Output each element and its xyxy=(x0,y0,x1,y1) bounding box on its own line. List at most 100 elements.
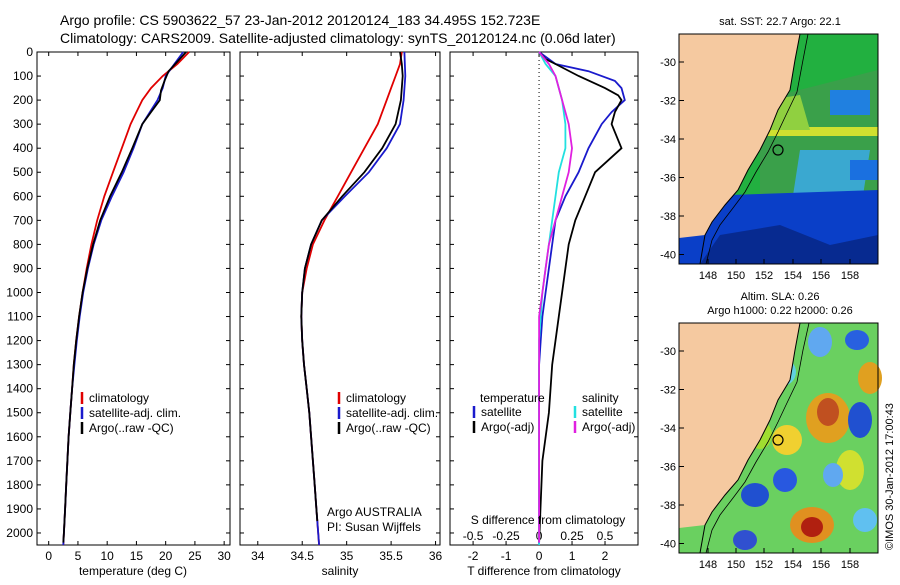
x-tick-label: 0 xyxy=(536,549,543,563)
x-tick-label: 34.5 xyxy=(291,549,315,563)
legend-t-sat: satellite xyxy=(481,405,522,419)
x-tick-label: 30 xyxy=(217,549,231,563)
depth-tick-label: 1100 xyxy=(7,310,33,324)
salinity-legend: climatology satellite-adj. clim. Argo(..… xyxy=(337,391,438,435)
temperature-plot: 0 5 10 15 20 25 30 xyxy=(45,51,231,563)
map-y-tick-label: -38 xyxy=(660,211,676,223)
x-tick-label: 20 xyxy=(159,549,173,563)
s-diff-tick-label: -0.5 xyxy=(463,529,484,543)
x-tick-label: 35.5 xyxy=(379,549,403,563)
sla-map-title-2: Argo h1000: 0.22 h2000: 0.26 xyxy=(707,305,853,317)
map-y-tick-label: -40 xyxy=(660,539,676,551)
x-tick-label: -1 xyxy=(501,549,512,563)
sst-map xyxy=(678,33,879,265)
depth-tick-label: 0 xyxy=(26,45,33,59)
map-y-tick-label: -36 xyxy=(660,462,676,474)
depth-tick-label: 1700 xyxy=(6,454,33,468)
header-line-1: Argo profile: CS 5903622_57 23-Jan-2012 … xyxy=(60,12,540,28)
salinity-panel-frame xyxy=(239,51,441,546)
legend-sat: satellite-adj. clim. xyxy=(89,406,181,420)
x-tick-label: 35 xyxy=(340,549,354,563)
depth-tick-label: 2000 xyxy=(6,526,33,540)
map-y-tick-label: -40 xyxy=(660,250,676,262)
map-x-tick-label: 148 xyxy=(699,559,717,571)
depth-tick-label: 1600 xyxy=(6,430,33,444)
legend-clim: climatology xyxy=(346,391,406,405)
series-line xyxy=(538,51,573,543)
depth-tick-label: 100 xyxy=(13,69,33,83)
depth-axis: 0 100 200 300 400 500 600 700 800 900 1000 1100 1200… xyxy=(6,45,638,540)
t-difference-xlabel: T difference from climatology xyxy=(467,564,621,578)
map-x-tick-label: 158 xyxy=(841,270,859,282)
depth-tick-label: 800 xyxy=(13,237,33,251)
depth-tick-label: 1900 xyxy=(6,502,33,516)
depth-tick-label: 500 xyxy=(13,165,33,179)
depth-tick-label: 300 xyxy=(13,117,33,131)
sst-map-axes: -30 -32 -34 -36 -38 -40 148 150 152 154 156 158 xyxy=(660,57,859,282)
temperature-panel-frame xyxy=(36,51,231,546)
difference-panel-frame xyxy=(449,51,639,546)
map-x-tick-label: 150 xyxy=(727,270,745,282)
annotation-argo-australia: Argo AUSTRALIA xyxy=(327,505,422,519)
sla-map-axes: -30 -32 -34 -36 -38 -40 148 150 152 154 156 158 xyxy=(660,346,859,571)
series-line xyxy=(62,51,187,543)
depth-tick-label: 600 xyxy=(13,189,33,203)
temperature-legend: climatology satellite-adj. clim. Argo(..… xyxy=(80,391,181,435)
depth-tick-label: 700 xyxy=(13,213,33,227)
imos-credit: ©IMOS 30-Jan-2012 17:00:43 xyxy=(884,403,896,550)
map-x-tick-label: 148 xyxy=(699,270,717,282)
x-tick-label: 0 xyxy=(45,549,52,563)
depth-tick-label: 1800 xyxy=(6,478,33,492)
sst-map-title: sat. SST: 22.7 Argo: 22.1 xyxy=(719,16,841,28)
map-y-tick-label: -34 xyxy=(660,134,676,146)
legend-s-argo: Argo(-adj) xyxy=(582,420,635,434)
x-tick-label: 1 xyxy=(569,549,576,563)
legend-argo: Argo(..raw -QC) xyxy=(89,421,174,435)
depth-tick-label: 1500 xyxy=(6,406,33,420)
legend-title-salinity: salinity xyxy=(582,391,619,405)
map-y-tick-label: -36 xyxy=(660,173,676,185)
header-line-2: Climatology: CARS2009. Satellite-adjuste… xyxy=(60,30,616,46)
s-diff-tick-label: -0.25 xyxy=(492,529,520,543)
salinity-xlabel: salinity xyxy=(322,564,359,578)
depth-tick-label: 1400 xyxy=(6,382,33,396)
map-x-tick-label: 156 xyxy=(812,559,830,571)
s-diff-tick-label: 0.25 xyxy=(560,529,584,543)
x-tick-label: 34 xyxy=(251,549,265,563)
legend-t-argo: Argo(-adj) xyxy=(481,420,534,434)
map-x-tick-label: 158 xyxy=(841,559,859,571)
x-tick-label: 15 xyxy=(130,549,144,563)
depth-tick-label: 400 xyxy=(13,141,33,155)
depth-tick-label: 1300 xyxy=(6,358,33,372)
legend-s-sat: satellite xyxy=(582,405,623,419)
map-x-tick-label: 154 xyxy=(784,559,802,571)
map-x-tick-label: 152 xyxy=(755,559,773,571)
legend-sat: satellite-adj. clim. xyxy=(346,406,438,420)
depth-tick-label: 1000 xyxy=(6,285,33,299)
x-tick-label: 36 xyxy=(429,549,443,563)
map-y-tick-label: -30 xyxy=(660,57,676,69)
map-x-tick-label: 150 xyxy=(727,559,745,571)
argo-location-marker xyxy=(772,434,784,446)
x-tick-label: 25 xyxy=(188,549,202,563)
x-tick-label: -2 xyxy=(468,549,479,563)
salinity-plot: 34 34.5 35 35.5 36 xyxy=(251,51,443,563)
legend-argo: Argo(..raw -QC) xyxy=(346,421,431,435)
map-x-tick-label: 156 xyxy=(812,270,830,282)
depth-tick-label: 200 xyxy=(13,93,33,107)
x-tick-label: 5 xyxy=(75,549,82,563)
s-diff-tick-label: 0.5 xyxy=(597,529,614,543)
map-y-tick-label: -30 xyxy=(660,346,676,358)
map-y-tick-label: -38 xyxy=(660,500,676,512)
series-line xyxy=(538,51,623,543)
depth-tick-label: 900 xyxy=(13,261,33,275)
series-line xyxy=(300,51,407,546)
sla-map xyxy=(678,322,882,554)
s-difference-xlabel: S difference from climatology xyxy=(471,513,626,527)
map-y-tick-label: -32 xyxy=(660,96,676,108)
depth-tick-label: 1200 xyxy=(6,334,33,348)
x-tick-label: 10 xyxy=(101,549,115,563)
legend-clim: climatology xyxy=(89,391,149,405)
